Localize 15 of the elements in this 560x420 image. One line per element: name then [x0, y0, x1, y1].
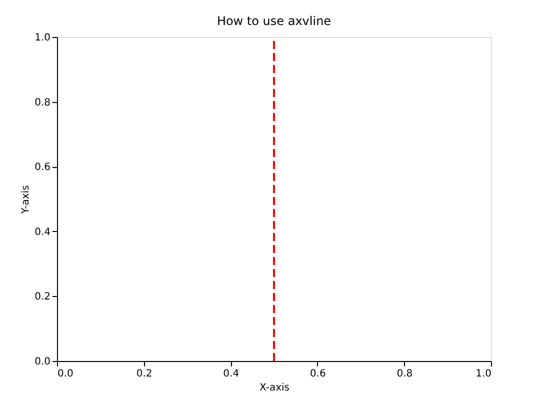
y-tick-label: 0.2 — [34, 292, 50, 303]
x-tick-label: 0.2 — [136, 368, 152, 380]
x-tick-label: 0.4 — [223, 368, 240, 380]
x-tick-label: 0.8 — [396, 368, 413, 380]
y-tick-label: 0.6 — [34, 162, 50, 174]
y-axis-title: Y-axis — [20, 185, 32, 215]
x-axis-title: X-axis — [260, 382, 290, 394]
y-tick-label: 0.0 — [34, 356, 50, 368]
x-tick-label: 0.6 — [310, 368, 326, 380]
chart-title: How to use axvline — [216, 14, 332, 28]
x-tick-label: 0.0 — [58, 368, 74, 380]
y-tick-label: 0.4 — [34, 226, 50, 238]
y-tick-label: 0.8 — [34, 97, 50, 108]
x-tick-label: 1.0 — [476, 368, 492, 380]
y-tick-label: 1.0 — [34, 32, 50, 44]
